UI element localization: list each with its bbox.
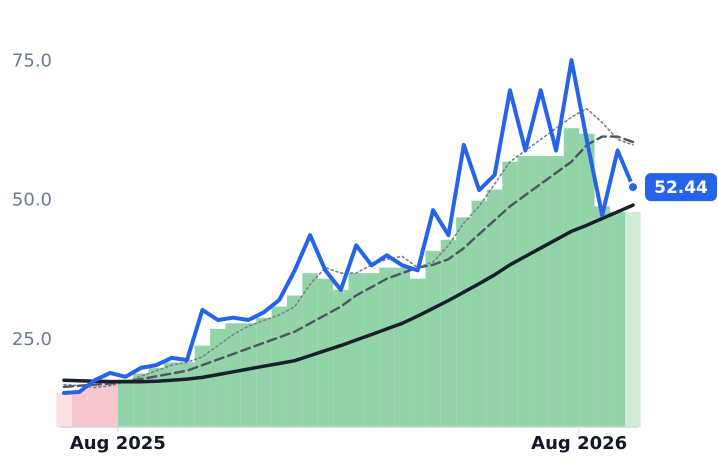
area-bar [348,273,364,427]
area-bar [333,289,349,427]
area-bar [87,384,103,427]
area-bar [517,156,534,427]
area-bar [579,133,595,428]
area-bar [410,278,426,427]
y-tick-label: 75.0 [12,50,52,71]
area-bar [363,273,380,427]
area-bar [133,373,149,427]
series-line [62,135,635,389]
y-tick-label: 25.0 [12,329,52,350]
area-bar [425,250,441,427]
area-bar [440,239,457,427]
area-bar [210,328,226,427]
y-tick-label: 50.0 [12,190,52,211]
series-line [63,107,634,389]
area-bar [394,267,411,427]
area-bar [533,156,549,427]
area-bar [471,200,487,427]
area-bar [548,156,564,427]
x-tick-label: Aug 2025 [70,433,166,454]
area-bar [102,379,118,427]
area-bar [225,323,241,427]
last-value-box [645,173,717,202]
area-bar [502,161,518,427]
area-bar [379,267,395,427]
area-bar [194,345,211,427]
last-value-label: 52.44 [654,178,708,198]
area-bar [486,189,503,427]
x-tick-label: Aug 2026 [531,433,627,454]
area-bar [456,217,472,427]
area-bar [117,379,134,427]
last-point [627,181,639,194]
area-bar [302,273,318,427]
area-bar [609,211,626,427]
area-bar [256,317,272,427]
area-bar [71,390,88,427]
series-line [62,58,635,395]
area-bar [563,128,580,427]
area-bar [594,206,610,427]
area-bar [625,211,641,427]
area-bar [240,323,257,427]
area-bar [56,392,72,427]
area-bar [271,306,287,427]
series-line [62,203,635,384]
